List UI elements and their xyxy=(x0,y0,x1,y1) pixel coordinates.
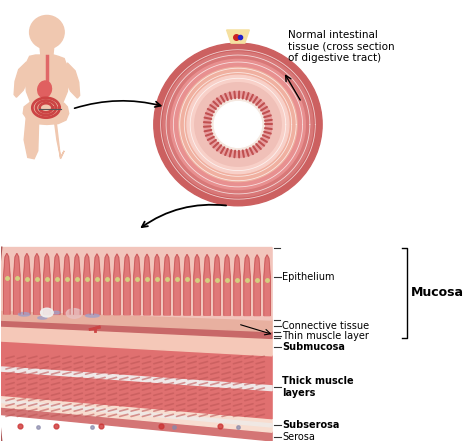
Ellipse shape xyxy=(85,314,99,317)
Polygon shape xyxy=(194,254,200,315)
Polygon shape xyxy=(23,102,69,124)
Polygon shape xyxy=(64,254,70,314)
Polygon shape xyxy=(144,254,150,315)
Polygon shape xyxy=(184,254,190,315)
Ellipse shape xyxy=(40,308,53,317)
Text: Normal intestinal
tissue (cross section
of digestive tract): Normal intestinal tissue (cross section … xyxy=(288,30,395,63)
Polygon shape xyxy=(4,254,10,314)
Polygon shape xyxy=(44,254,50,314)
Ellipse shape xyxy=(18,313,30,316)
Ellipse shape xyxy=(52,311,60,314)
Polygon shape xyxy=(64,63,80,98)
Polygon shape xyxy=(1,407,272,441)
Polygon shape xyxy=(254,255,260,316)
Polygon shape xyxy=(94,254,100,315)
Polygon shape xyxy=(1,310,272,332)
Polygon shape xyxy=(1,395,272,432)
Polygon shape xyxy=(24,105,39,159)
Polygon shape xyxy=(104,254,110,315)
Circle shape xyxy=(187,75,289,174)
Polygon shape xyxy=(264,255,270,316)
Polygon shape xyxy=(1,367,272,391)
Circle shape xyxy=(211,99,264,150)
Polygon shape xyxy=(84,254,90,314)
Polygon shape xyxy=(214,254,220,315)
Ellipse shape xyxy=(66,309,82,318)
Text: Subserosa: Subserosa xyxy=(282,420,339,430)
Polygon shape xyxy=(1,341,272,419)
Text: Epithelium: Epithelium xyxy=(282,272,335,281)
Polygon shape xyxy=(204,254,210,315)
Polygon shape xyxy=(164,254,170,315)
Text: Serosa: Serosa xyxy=(282,432,315,442)
Polygon shape xyxy=(14,62,29,97)
Text: Submucosa: Submucosa xyxy=(282,342,345,353)
Circle shape xyxy=(29,16,64,49)
Polygon shape xyxy=(114,254,120,315)
Text: Mucosa: Mucosa xyxy=(411,286,464,299)
Polygon shape xyxy=(14,254,20,314)
Polygon shape xyxy=(244,255,250,316)
Text: Connective tissue: Connective tissue xyxy=(282,321,369,331)
Circle shape xyxy=(171,59,305,190)
Polygon shape xyxy=(24,254,30,314)
Circle shape xyxy=(195,83,281,166)
Polygon shape xyxy=(154,254,160,315)
Polygon shape xyxy=(51,105,64,159)
Polygon shape xyxy=(224,254,230,315)
Polygon shape xyxy=(1,247,272,320)
Polygon shape xyxy=(1,326,272,356)
Circle shape xyxy=(204,91,272,158)
Circle shape xyxy=(163,52,313,197)
Polygon shape xyxy=(1,400,272,427)
Ellipse shape xyxy=(38,317,47,319)
Polygon shape xyxy=(1,320,272,338)
Polygon shape xyxy=(234,255,240,315)
Text: Thick muscle
layers: Thick muscle layers xyxy=(282,376,354,397)
Circle shape xyxy=(154,43,322,206)
Polygon shape xyxy=(74,254,80,314)
Text: Thin muscle layer: Thin muscle layer xyxy=(282,330,369,341)
Polygon shape xyxy=(227,30,249,43)
Ellipse shape xyxy=(38,81,52,98)
Circle shape xyxy=(214,102,262,147)
Polygon shape xyxy=(25,55,69,111)
Polygon shape xyxy=(40,48,54,56)
Polygon shape xyxy=(124,254,130,315)
Polygon shape xyxy=(34,254,40,314)
Polygon shape xyxy=(134,254,140,315)
Circle shape xyxy=(179,67,297,182)
Polygon shape xyxy=(174,254,180,315)
Polygon shape xyxy=(54,254,60,314)
